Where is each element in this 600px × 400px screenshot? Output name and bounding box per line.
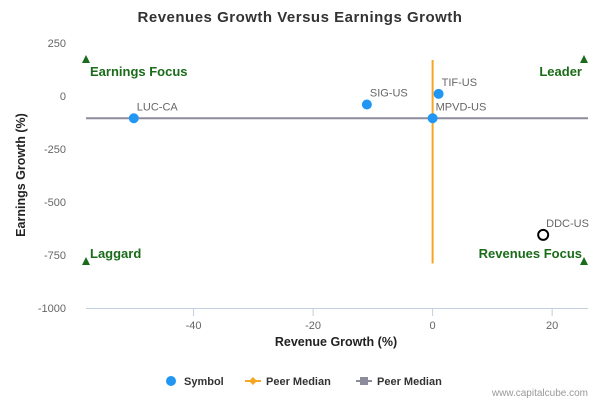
- y-axis-title: Earnings Growth (%): [14, 113, 28, 237]
- legend-symbol-marker: [166, 376, 176, 386]
- data-point-ddc-us[interactable]: [537, 228, 550, 241]
- x-axis-ticks: -40 -20 0 20: [186, 308, 558, 332]
- quadrant-marker-top-right: [580, 55, 588, 63]
- x-tick-label: -20: [305, 320, 321, 332]
- credit-text: www.capitalcube.com: [491, 388, 588, 399]
- legend-item-peer-median-y[interactable]: Peer Median: [356, 376, 442, 388]
- quadrant-label-revenues-focus: Revenues Focus: [479, 246, 582, 261]
- data-point-tif-us[interactable]: [433, 88, 444, 99]
- median-lines: [86, 59, 588, 264]
- legend-item-peer-median-x[interactable]: Peer Median: [245, 376, 331, 388]
- quadrant-marker-bottom-right: [580, 257, 588, 265]
- quadrant-label-leader: Leader: [539, 64, 582, 79]
- y-axis-ticks: 250 0 -250 -500 -750 -1000: [38, 38, 66, 315]
- y-tick-label: -1000: [38, 303, 66, 315]
- x-axis-title: Revenue Growth (%): [275, 335, 397, 349]
- x-tick-label: -40: [186, 320, 202, 332]
- y-tick-label: -250: [44, 144, 66, 156]
- data-label-luc-ca: LUC-CA: [137, 101, 179, 113]
- legend: Symbol Peer Median Peer Median: [166, 376, 442, 388]
- y-tick-label: -500: [44, 197, 66, 209]
- data-label-sig-us: SIG-US: [370, 87, 408, 99]
- quadrant-marker-bottom-left: [82, 257, 90, 265]
- data-point-sig-us[interactable]: [361, 99, 372, 110]
- legend-peer-median-y-marker: [360, 377, 368, 385]
- data-label-ddc-us: DDC-US: [546, 218, 589, 230]
- legend-label-peer-median-x: Peer Median: [266, 376, 331, 388]
- legend-item-symbol[interactable]: Symbol: [166, 376, 224, 388]
- y-tick-label: -750: [44, 250, 66, 262]
- x-tick-label: 0: [430, 320, 436, 332]
- y-tick-label: 0: [60, 91, 66, 103]
- data-point-mpvd-us[interactable]: [427, 113, 438, 124]
- quadrant-label-laggard: Laggard: [90, 246, 141, 261]
- legend-label-symbol: Symbol: [184, 376, 224, 388]
- legend-label-peer-median-y: Peer Median: [377, 376, 442, 388]
- chart-title: Revenues Growth Versus Earnings Growth: [138, 9, 463, 26]
- quadrant-label-earnings-focus: Earnings Focus: [90, 64, 188, 79]
- x-tick-label: 20: [546, 320, 558, 332]
- legend-peer-median-x-marker: [249, 377, 257, 385]
- y-tick-label: 250: [48, 38, 66, 50]
- data-label-mpvd-us: MPVD-US: [436, 101, 487, 113]
- data-point-luc-ca[interactable]: [128, 113, 139, 124]
- data-points: LUC-CA SIG-US TIF-US MPVD-US DDC-US: [128, 77, 589, 241]
- quadrant-labels: Earnings Focus Leader Laggard Revenues Focu…: [82, 55, 588, 265]
- data-label-tif-us: TIF-US: [442, 77, 477, 89]
- quadrant-marker-top-left: [82, 55, 90, 63]
